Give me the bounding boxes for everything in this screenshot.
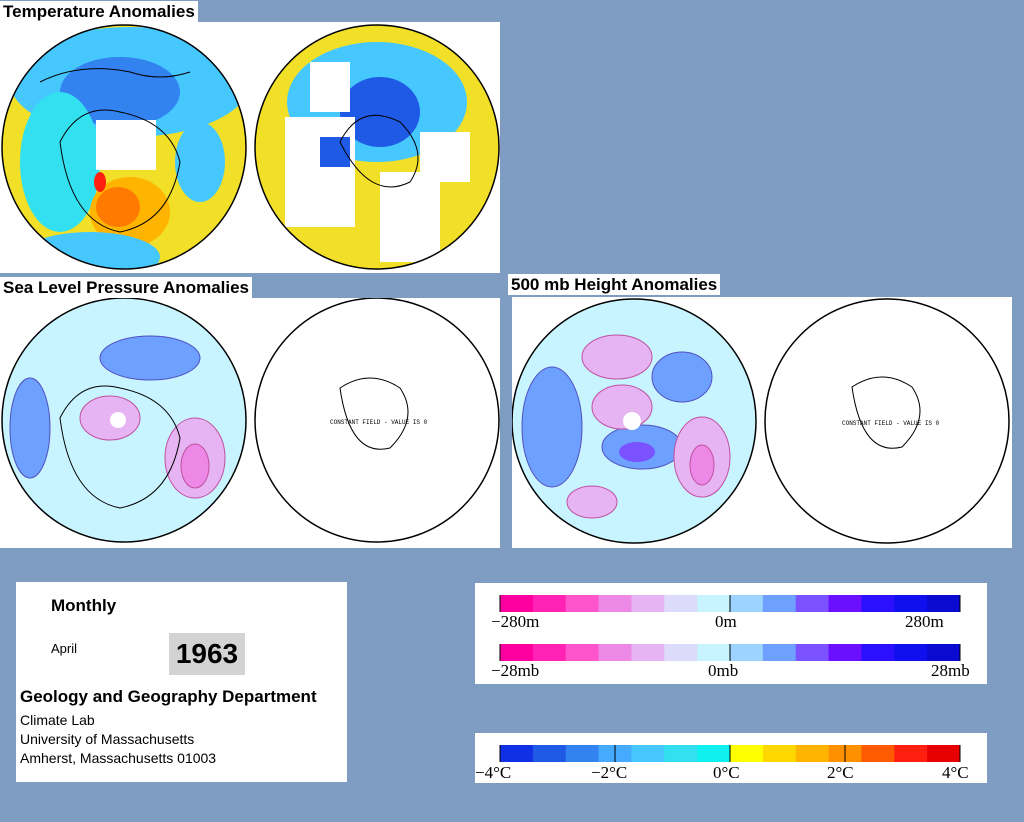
colorbar-swatch [828, 595, 862, 612]
height-legend-min: −280m [491, 612, 540, 631]
colorbar-swatch [598, 644, 632, 661]
sea-level-pressure-maps: CONSTANT FIELD - VALUE IS 0 [1, 298, 500, 543]
colorbar-swatch [795, 745, 830, 762]
colorbar-swatch [730, 595, 764, 612]
colorbar-swatch [927, 745, 961, 762]
colorbar-swatch [631, 745, 665, 762]
500mb-height-anomalies-title: 500 mb Height Anomalies [508, 274, 721, 295]
temperature-colorbar [499, 745, 961, 762]
colorbar-swatch [861, 595, 895, 612]
500mb-height-map-panel: CONSTANT FIELD - VALUE IS 0 [512, 297, 1012, 548]
colorbar-swatch [730, 644, 764, 661]
colorbar-swatch [927, 644, 961, 661]
sea-level-pressure-anomalies-title: Sea Level Pressure Anomalies [0, 277, 253, 298]
colorbar-swatch [631, 595, 665, 612]
temperature-map-panel [0, 22, 500, 273]
pressure-height-legend: −280m 0m 280m −28mb 0mb 28mb [475, 583, 987, 684]
colorbar-swatch [500, 644, 534, 661]
colorbar-swatch [664, 644, 698, 661]
month-label: April [51, 641, 78, 656]
colorbar-swatch [762, 644, 797, 661]
sea-level-pressure-map-panel: CONSTANT FIELD - VALUE IS 0 [0, 298, 500, 548]
pressure-legend-min: −28mb [491, 661, 540, 680]
temperature-legend-minus4: −4°C [475, 763, 512, 782]
city-label: Amherst, Massachusetts 01003 [20, 750, 217, 766]
colorbar-swatch [697, 745, 731, 762]
500mb-height-maps: CONSTANT FIELD - VALUE IS 0 [512, 298, 1010, 544]
colorbar-swatch [894, 644, 928, 661]
colorbar-swatch [894, 595, 928, 612]
colorbar-swatch [828, 644, 862, 661]
colorbar-swatch [631, 644, 665, 661]
colorbar-swatch [927, 595, 961, 612]
pressure-legend-max: 28mb [931, 661, 970, 680]
colorbar-swatch [565, 595, 600, 612]
height-legend-mid: 0m [715, 612, 737, 631]
temperature-legend-zero: 0°C [713, 763, 740, 782]
temperature-legend-plus4: 4°C [942, 763, 969, 782]
colorbar-swatch [730, 745, 764, 762]
temperature-anomalies-title: Temperature Anomalies [0, 1, 198, 22]
colorbar-swatch [795, 644, 830, 661]
colorbar-swatch [664, 595, 698, 612]
colorbar-swatch [861, 745, 895, 762]
temperature-legend: −4°C −2°C 0°C 2°C 4°C [475, 733, 987, 783]
period-label: Monthly [51, 596, 117, 615]
slp-constant-field-note: CONSTANT FIELD - VALUE IS 0 [330, 419, 428, 426]
height-legend-max: 280m [905, 612, 944, 631]
temperature-legend-minus2: −2°C [591, 763, 628, 782]
colorbar-swatch [697, 595, 731, 612]
colorbar-swatch [664, 745, 698, 762]
department-label: Geology and Geography Department [20, 687, 317, 706]
colorbar-swatch [762, 595, 797, 612]
colorbar-swatch [894, 745, 928, 762]
info-box: Monthly April 1963 Geology and Geography… [16, 582, 347, 782]
colorbar-swatch [762, 745, 797, 762]
temperature-map-left [1, 24, 500, 270]
lab-label: Climate Lab [20, 712, 95, 728]
colorbar-swatch [795, 595, 830, 612]
year-label: 1963 [169, 633, 245, 675]
colorbar-swatch [565, 644, 600, 661]
colorbar-swatch [500, 595, 534, 612]
temperature-legend-plus2: 2°C [827, 763, 854, 782]
colorbar-swatch [532, 745, 567, 762]
colorbar-swatch [532, 595, 567, 612]
colorbar-swatch [861, 644, 895, 661]
colorbar-swatch [532, 644, 567, 661]
university-label: University of Massachusetts [20, 731, 195, 747]
pressure-legend-mid: 0mb [708, 661, 739, 680]
colorbar-swatch [565, 745, 600, 762]
height-colorbar [499, 595, 961, 661]
colorbar-swatch [500, 745, 534, 762]
height-constant-field-note: CONSTANT FIELD - VALUE IS 0 [842, 420, 940, 427]
colorbar-swatch [697, 644, 731, 661]
colorbar-swatch [598, 595, 632, 612]
